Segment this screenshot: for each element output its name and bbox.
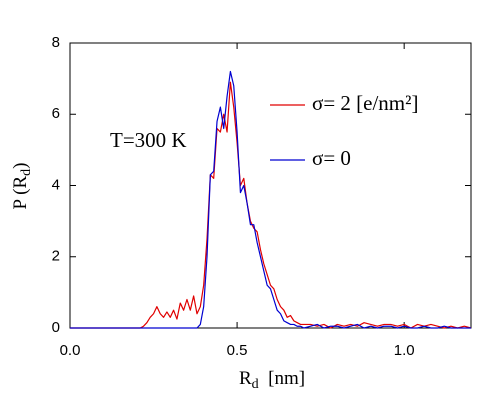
x-tick-label: 1.0 (394, 342, 415, 359)
legend-label: σ= 2 [e/nm²] (312, 91, 418, 115)
y-label-end: ) (10, 163, 31, 169)
annotation: T=300 K (110, 128, 187, 152)
y-label-main: P (R (10, 176, 31, 210)
y-tick-label: 4 (52, 176, 60, 193)
y-tick-label: 0 (52, 319, 60, 336)
y-tick-label: 8 (52, 34, 60, 51)
x-tick-label: 0.5 (227, 342, 248, 359)
y-tick-label: 6 (52, 105, 60, 122)
legend-label: σ= 0 (312, 146, 351, 170)
x-axis-label: Rd [nm] (239, 368, 305, 392)
series-line (70, 70, 471, 329)
y-tick-label: 2 (52, 248, 60, 265)
y-axis-label: P (Rd) (10, 163, 34, 210)
x-tick-label: 0.0 (60, 342, 81, 359)
y-label-sub: d (19, 169, 34, 176)
x-label-end: [nm] (259, 368, 305, 389)
x-label-sub: d (252, 377, 259, 392)
series-line (70, 81, 472, 329)
x-label-main: R (239, 368, 252, 389)
